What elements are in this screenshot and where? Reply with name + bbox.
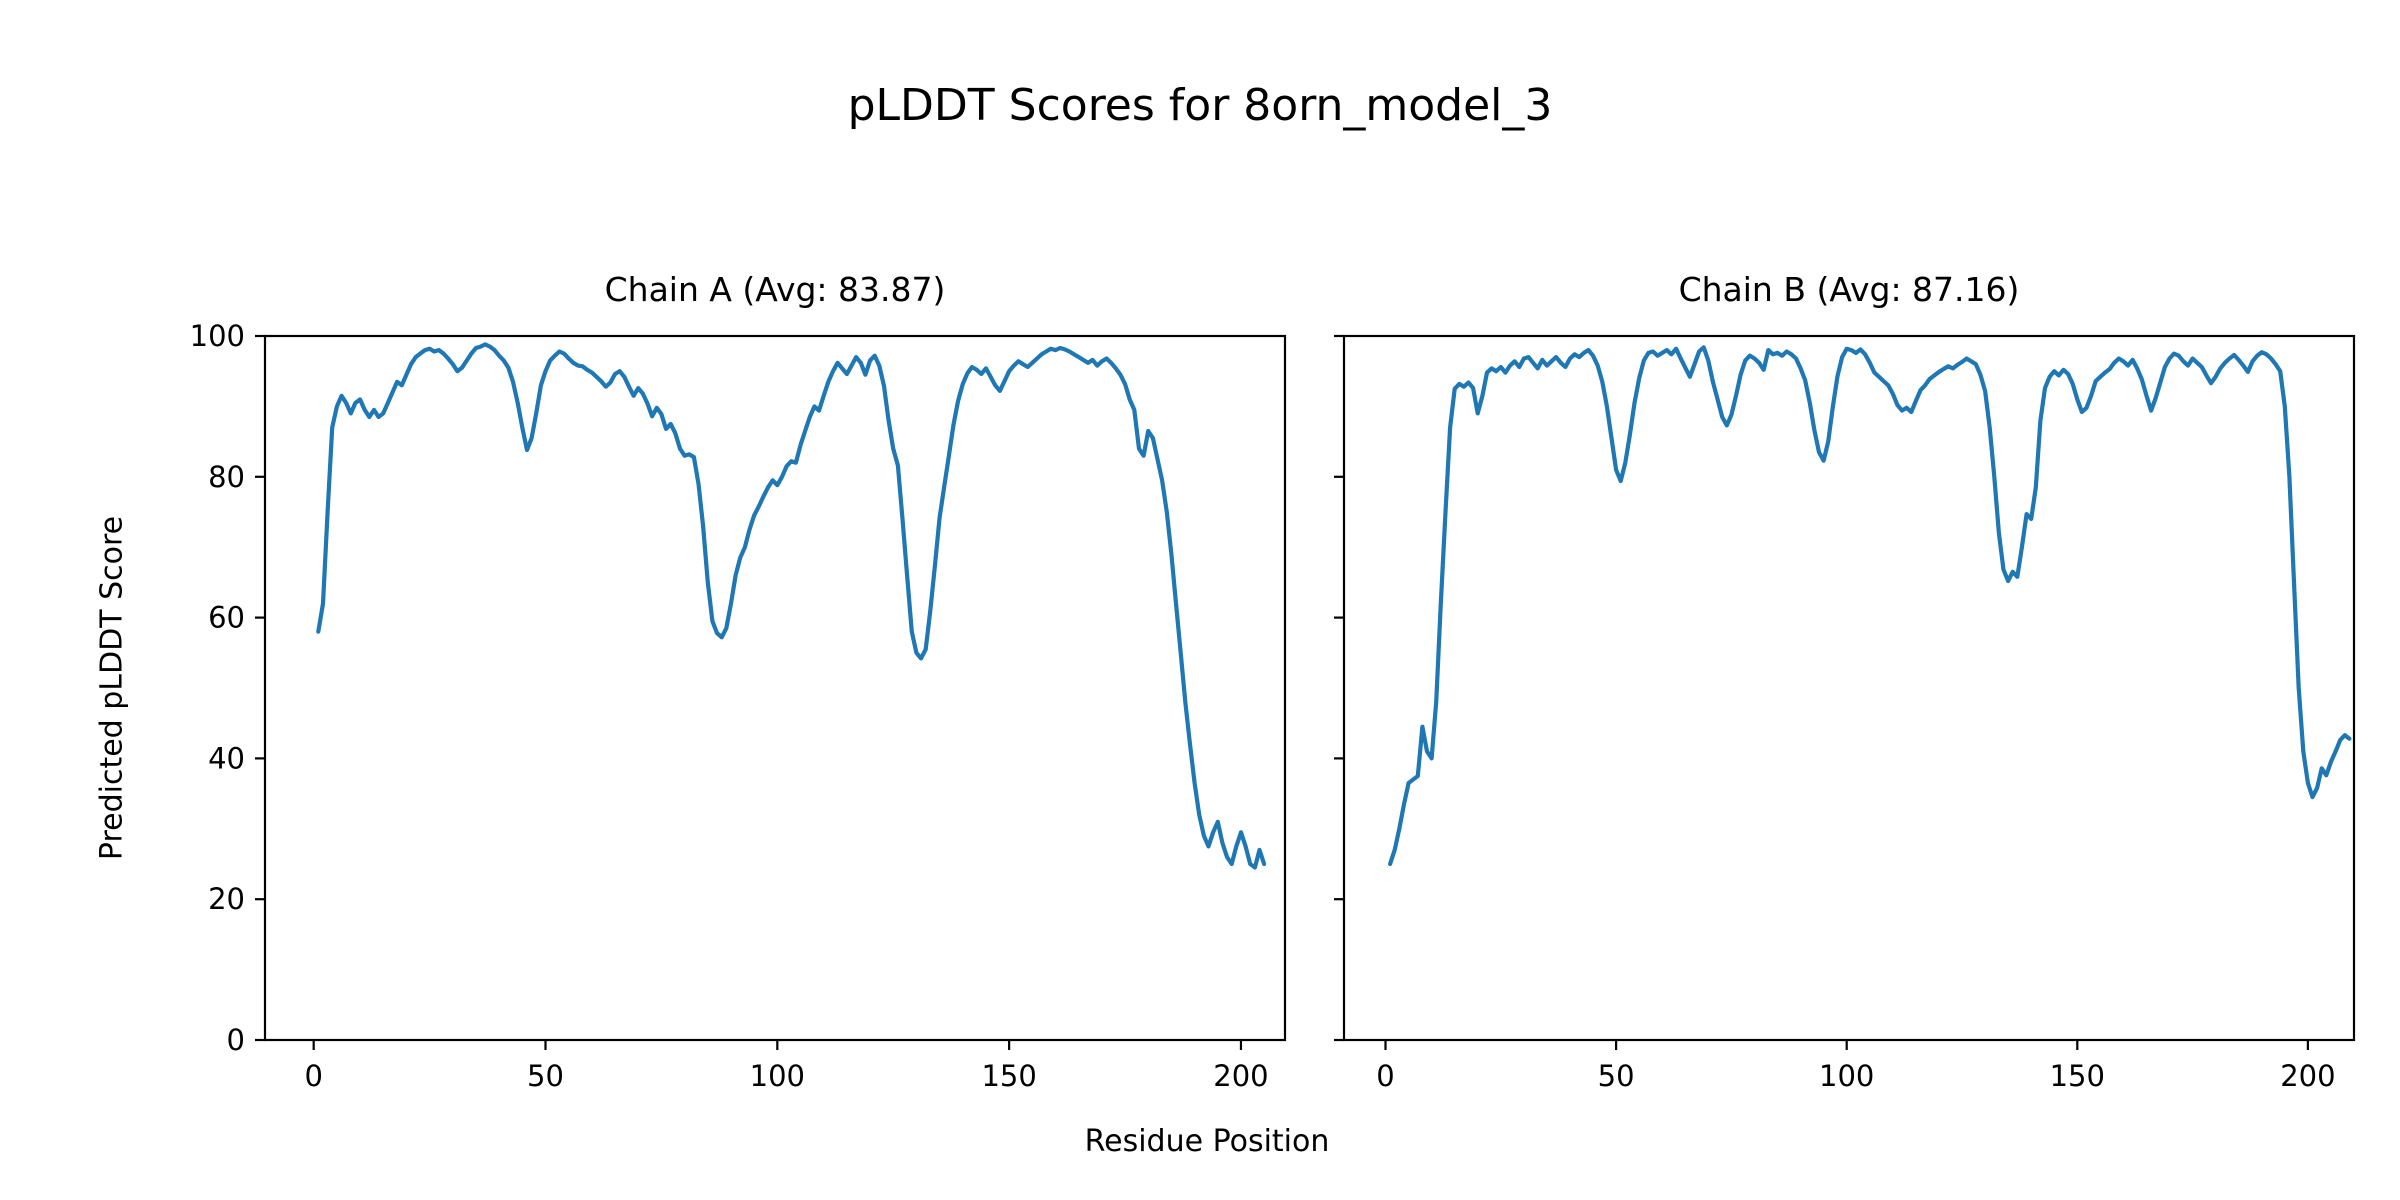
y-tick-label: 100 [190, 319, 245, 353]
axes-spines [263, 334, 1287, 1042]
x-tick-label: 200 [2280, 1059, 2335, 1093]
plddt-line-chain-a [316, 342, 1267, 870]
figure-title: pLDDT Scores for 8orn_model_3 [847, 80, 1553, 131]
chain-b-plot: 0 50 100 150 200 [1334, 334, 2356, 1093]
x-tick-label: 150 [2050, 1059, 2105, 1093]
y-tick-label: 80 [208, 460, 245, 494]
y-tick-label: 0 [227, 1023, 245, 1057]
axes-spines [1342, 334, 2356, 1042]
y-axis-label: Predicted pLDDT Score [94, 515, 130, 861]
x-tick-label: 0 [1376, 1059, 1394, 1093]
x-axis-label: Residue Position [1084, 1124, 1330, 1159]
x-tick-label: 50 [527, 1059, 564, 1093]
plddt-line-chain-b [1387, 345, 2352, 867]
chain-b-title: Chain B (Avg: 87.16) [1678, 270, 2020, 309]
y-tick-label: 20 [208, 882, 245, 916]
x-tick-label: 200 [1213, 1059, 1268, 1093]
y-tick-label: 60 [208, 601, 245, 635]
x-tick-label: 0 [304, 1059, 322, 1093]
x-tick-label: 100 [1819, 1059, 1874, 1093]
x-tick-label: 100 [750, 1059, 805, 1093]
chain-a-title: Chain A (Avg: 83.87) [604, 270, 946, 309]
y-tick-label: 40 [208, 741, 245, 775]
chain-a-plot: 0 50 100 150 200 0 20 40 60 80 100 [190, 319, 1287, 1093]
x-tick-label: 50 [1598, 1059, 1635, 1093]
x-tick-label: 150 [981, 1059, 1036, 1093]
